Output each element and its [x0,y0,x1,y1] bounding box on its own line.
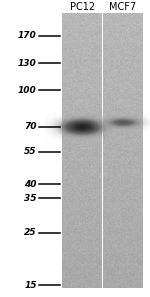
Text: 40: 40 [24,180,37,189]
Text: 130: 130 [18,59,37,68]
Text: MCF7: MCF7 [109,2,136,12]
Text: 25: 25 [24,228,37,237]
Text: 35: 35 [24,194,37,203]
Text: 170: 170 [18,31,37,40]
Text: 55: 55 [24,147,37,156]
Text: 15: 15 [24,281,37,290]
Text: 70: 70 [24,122,37,131]
Text: 100: 100 [18,86,37,95]
Text: PC12: PC12 [70,2,95,12]
